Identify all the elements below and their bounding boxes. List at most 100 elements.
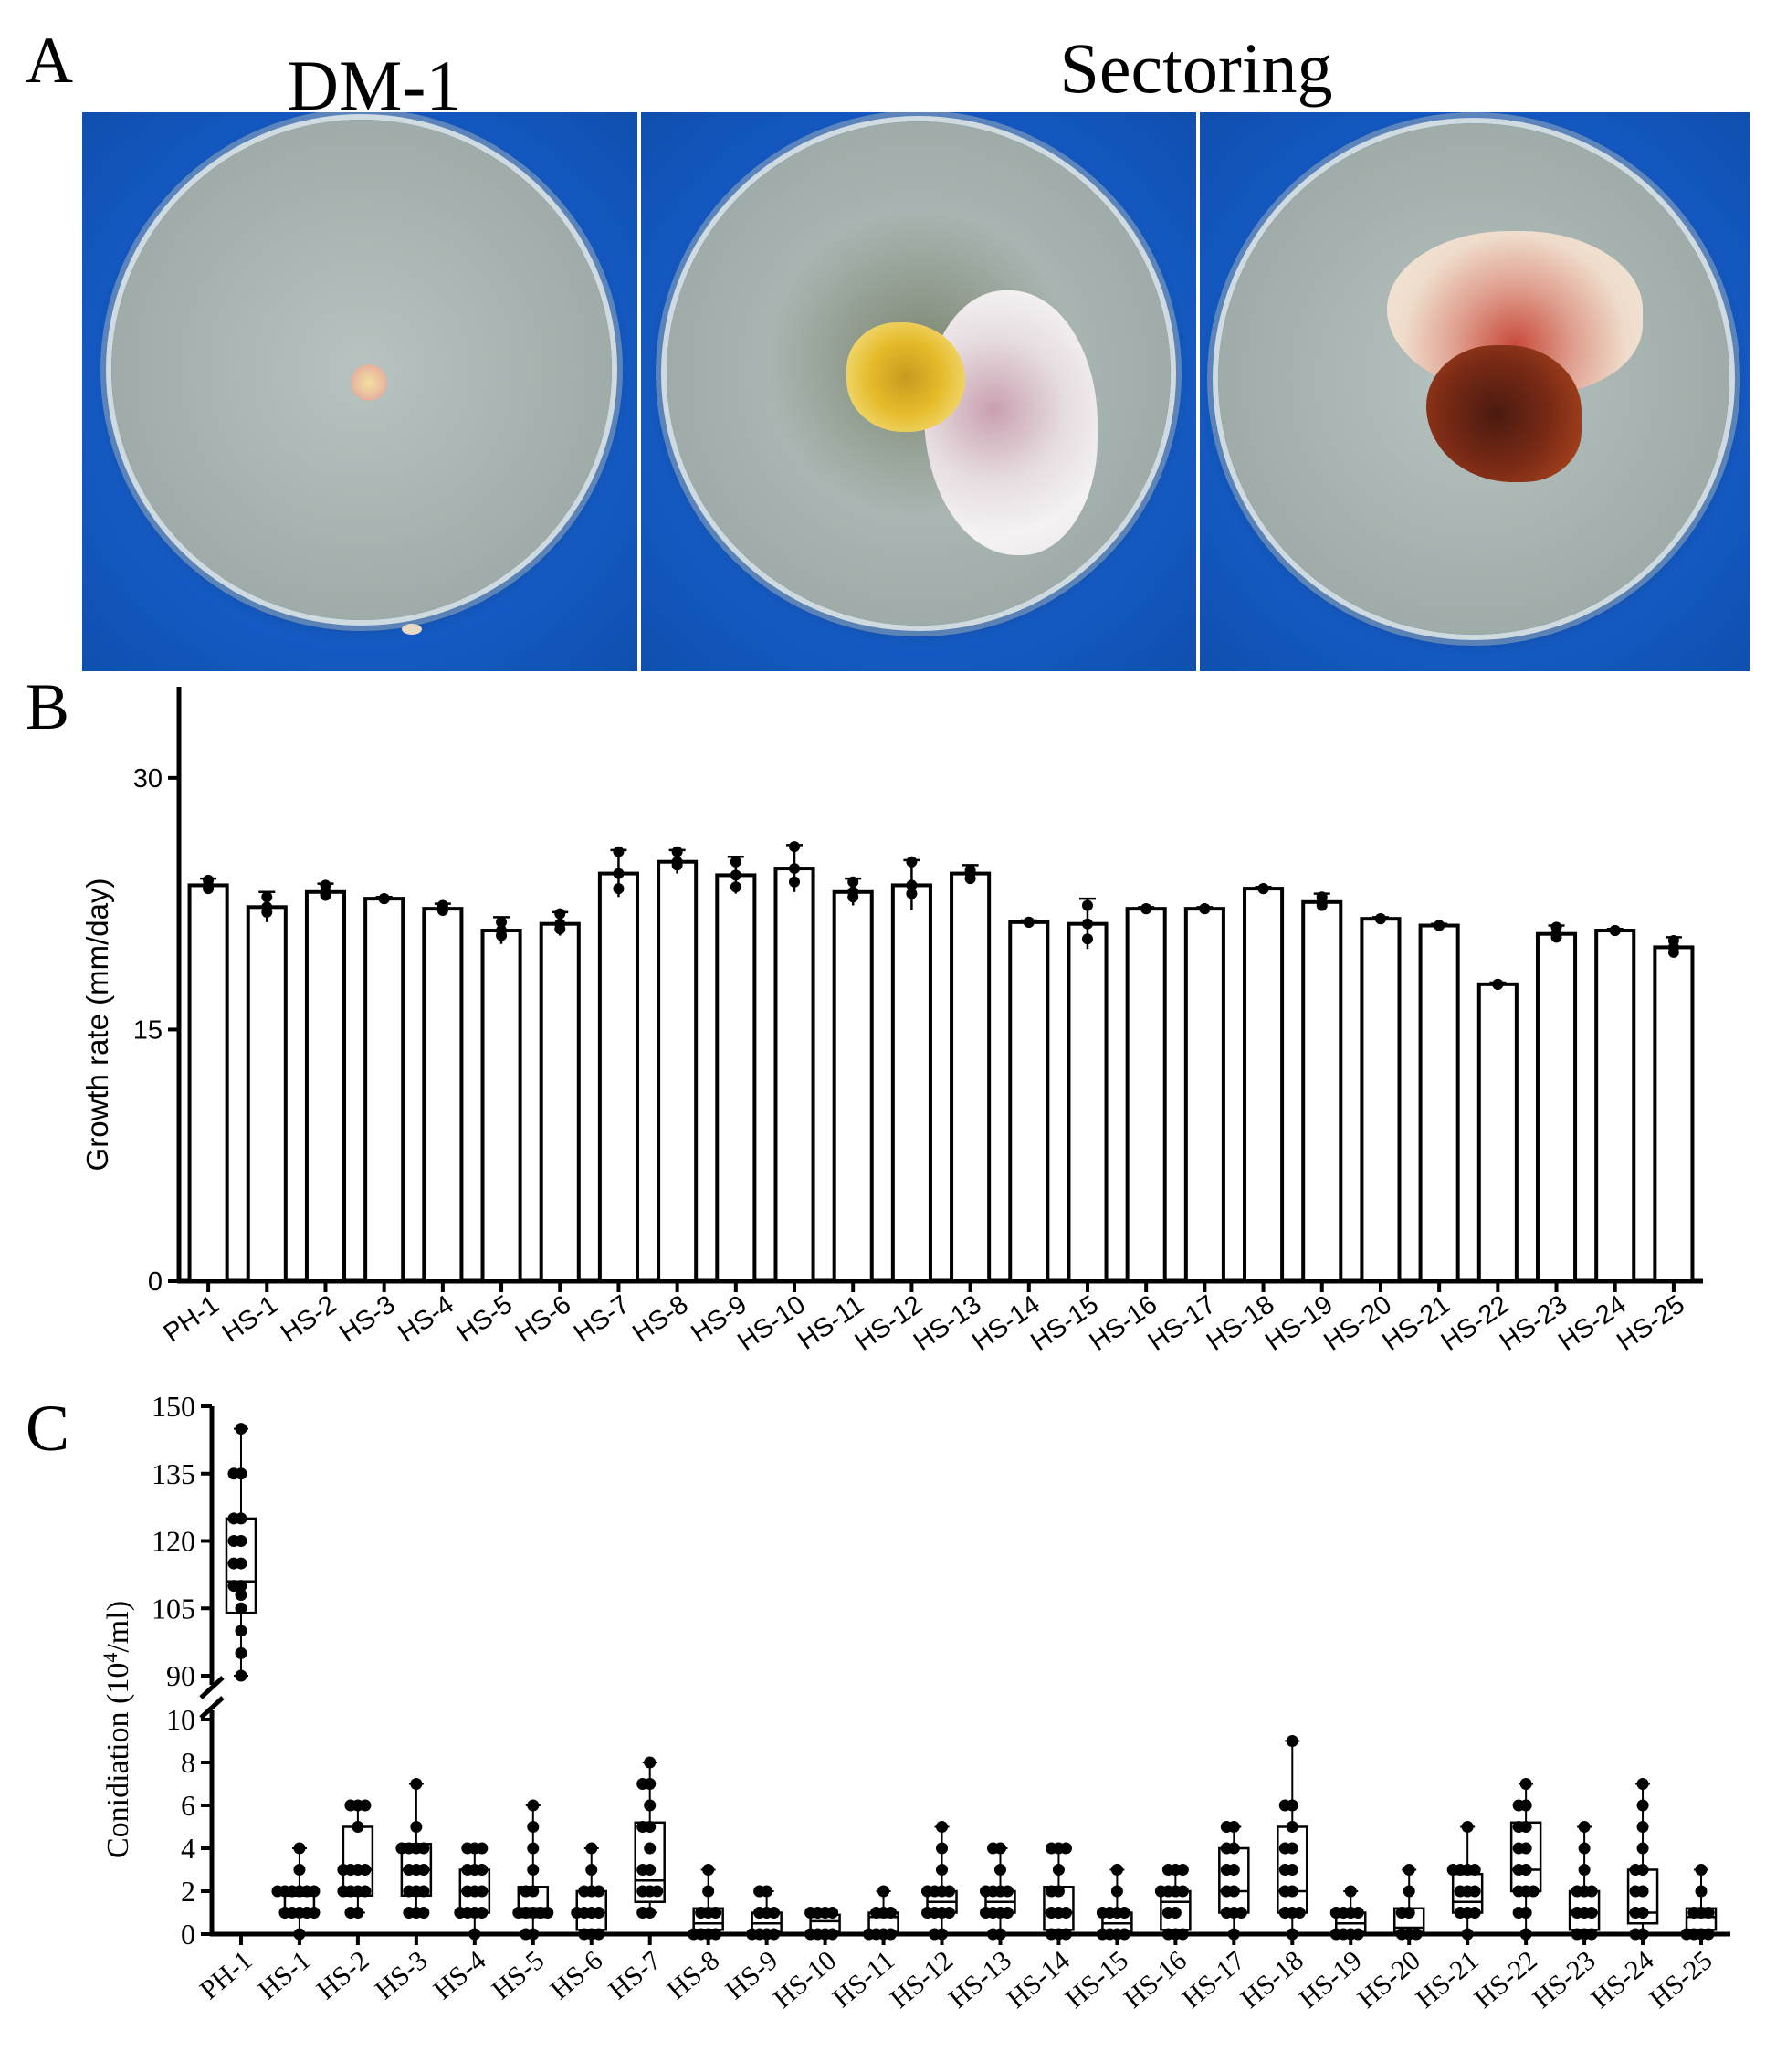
bar [246,905,288,1283]
data-point [1059,1842,1072,1855]
data-point [395,1842,408,1855]
data-point [359,1799,372,1812]
data-point [227,1535,240,1547]
data-point [651,1885,664,1898]
y-tick-label: 0 [148,1267,163,1297]
data-point [1636,1778,1649,1790]
yellow-sector-colony [846,322,965,432]
photo-sectoring-plate-2 [1200,112,1750,671]
data-point [789,841,801,853]
data-point [554,923,566,935]
data-point [1176,1864,1189,1876]
box [1509,1821,1542,1893]
y-tick-label: 105 [152,1592,195,1625]
data-point [585,1842,598,1855]
data-point [877,1885,890,1898]
data-point [293,1864,306,1876]
data-point [454,1907,467,1919]
data-point [235,1646,247,1659]
data-point [1454,1885,1466,1898]
data-point [929,1928,941,1941]
data-point [1278,1885,1291,1898]
photo-dm1-plate [82,112,637,671]
data-point [1578,1842,1591,1855]
data-point [344,1799,357,1812]
x-tick-label: HS-20 [1351,1945,1425,2014]
bar [1535,931,1578,1283]
data-point [308,1885,321,1898]
data-point [804,1928,817,1941]
data-point [1512,1907,1525,1919]
data-point [1636,1821,1649,1833]
data-point [1454,1907,1466,1919]
data-point [636,1778,649,1790]
data-point [702,1885,715,1898]
data-point [308,1907,321,1919]
x-tick-label: HS-21 [1377,1290,1455,1357]
data-point [359,1864,372,1876]
data-point [436,904,448,916]
data-point [359,1885,372,1898]
panel-label-a: A [26,24,73,97]
data-point [1629,1907,1642,1919]
data-point [636,1885,649,1898]
x-tick-label: HS-8 [627,1290,693,1349]
data-point [671,859,683,871]
data-point [1001,1885,1014,1898]
data-point [768,1928,781,1941]
bar [597,871,639,1283]
data-point [1468,1885,1481,1898]
data-point [1118,1928,1130,1941]
y-axis-label-sup: 4 [99,1653,121,1663]
data-point [378,893,390,905]
data-point [709,1928,722,1941]
data-point [979,1885,992,1898]
data-point [227,1557,240,1570]
data-point [979,1907,992,1919]
data-point [320,879,331,891]
photo-title-sectoring: Sectoring [1059,28,1333,108]
data-point [461,1885,474,1898]
data-point [1667,946,1679,958]
data-point [593,1928,605,1941]
data-point [1512,1842,1525,1855]
data-point [527,1799,540,1812]
data-point [417,1842,430,1855]
data-point [344,1907,357,1919]
data-point [585,1864,598,1876]
data-point [1374,913,1386,925]
data-point [235,1625,247,1637]
x-tick-label: HS-4 [393,1290,458,1349]
y-axis-label-prefix: Conidiation (10 [101,1663,135,1858]
data-point [1702,1907,1715,1919]
data-point [1519,1778,1532,1790]
conidiation-box-plot: Conidiation (104/ml) 9010512013515002468… [99,1396,1730,2014]
data-point [1512,1864,1525,1876]
data-point [578,1928,591,1941]
data-point [1316,899,1328,911]
y-tick-label: 2 [181,1875,195,1908]
data-point [235,1589,247,1601]
data-point [476,1842,489,1855]
data-point [1512,1885,1525,1898]
data-point [789,876,801,888]
data-point [1059,1907,1072,1919]
bar [539,921,581,1283]
data-point [804,1907,817,1919]
y-tick-label: 150 [152,1396,195,1423]
data-point [1081,899,1093,911]
data-point [1434,920,1445,931]
data-point [730,869,741,881]
x-tick-label: HS-1 [253,1945,317,2005]
bar [657,859,699,1283]
data-point [671,846,683,857]
x-tick-label: HS-24 [1585,1945,1659,2014]
data-point [1403,1864,1415,1876]
data-point [1176,1928,1189,1941]
data-point [1395,1928,1408,1941]
data-point [885,1928,898,1941]
data-point [1403,1885,1415,1898]
bar [187,883,229,1283]
x-tick-label: HS-25 [1644,1945,1718,2014]
data-point [1629,1928,1642,1941]
